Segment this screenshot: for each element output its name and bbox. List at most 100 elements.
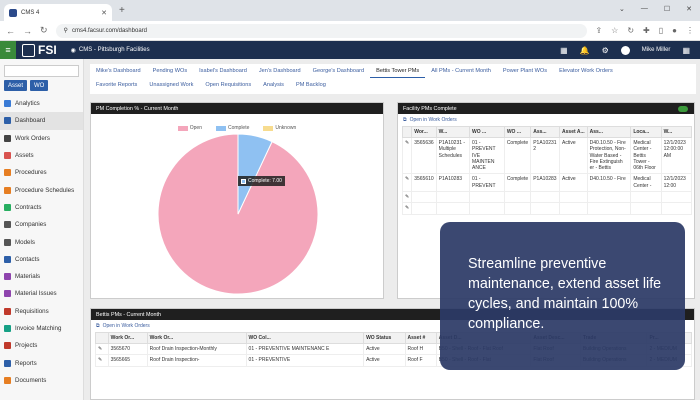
column-header[interactable]: Ass...: [586, 126, 632, 138]
sidebar-item-requisitions[interactable]: Requisitions: [0, 303, 83, 320]
reload-icon[interactable]: ↻: [40, 25, 48, 35]
tab-george-s-dashboard[interactable]: George's Dashboard: [312, 68, 365, 74]
table-row[interactable]: ✎: [401, 202, 693, 215]
tab-pm-backlog[interactable]: PM Backlog: [295, 82, 326, 88]
tab-unassigned-work[interactable]: Unassigned Work: [149, 82, 194, 88]
sidebar-item-material-issues[interactable]: Material Issues: [0, 285, 83, 302]
user-name[interactable]: Mike Miller: [641, 47, 671, 53]
location-selector[interactable]: ◉ CMS - Pittsburgh Facilities: [71, 47, 150, 54]
legend-swatch: [263, 125, 274, 131]
sidebar-item-invoice-matching[interactable]: Invoice Matching: [0, 320, 83, 337]
browser-tab[interactable]: CMS 4 ✕: [4, 4, 112, 21]
address-bar[interactable]: ⚲ cms4.facsur.com/dashboard: [55, 23, 588, 38]
tab-favorite-reports[interactable]: Favorite Reports: [96, 82, 138, 88]
column-header[interactable]: Wor...: [411, 126, 437, 138]
sidebar-item-projects[interactable]: Projects: [0, 337, 83, 354]
edit-pencil-icon[interactable]: ✎: [401, 191, 413, 204]
table-cell: [660, 202, 693, 215]
column-header[interactable]: W...: [660, 126, 693, 138]
column-header[interactable]: WO Status: [363, 332, 406, 344]
notifications-bell-icon[interactable]: 🔔: [579, 45, 590, 55]
column-header[interactable]: Asset A...: [559, 126, 588, 138]
settings-gear-icon[interactable]: ⚙: [601, 45, 609, 55]
assets-icon: [4, 152, 11, 160]
table-row[interactable]: ✎: [401, 191, 693, 204]
table-cell: Active: [363, 354, 406, 367]
tab-jen-s-dashboard[interactable]: Jen's Dashboard: [258, 68, 301, 74]
share-icon[interactable]: ⇪: [595, 26, 603, 35]
pie-slice-complete[interactable]: [237, 133, 273, 215]
tab-elevator-work-orders[interactable]: Elevator Work Orders: [559, 68, 613, 74]
avatar[interactable]: [620, 45, 630, 55]
edit-pencil-icon[interactable]: ✎: [95, 354, 109, 367]
refresh-icon[interactable]: ↻: [627, 26, 635, 35]
open-in-work-orders-link-2[interactable]: ⧉ Open in Work Orders: [91, 320, 694, 332]
profile-icon[interactable]: ●: [672, 26, 677, 35]
sidebar-item-documents[interactable]: Documents: [0, 372, 83, 389]
column-header[interactable]: Asset #: [404, 332, 437, 344]
table-row[interactable]: ✎ 3565610 P1A10283 01 - PREVENT Complete P1A1…: [401, 173, 693, 193]
tab-analysis[interactable]: Analysis: [263, 82, 284, 88]
open-in-work-orders-link[interactable]: ⧉ Open in Work Orders: [398, 114, 694, 126]
edit-pencil-icon[interactable]: ✎: [95, 342, 109, 356]
sidebar-item-contacts[interactable]: Contacts: [0, 251, 83, 268]
maximize-icon[interactable]: ☐: [663, 6, 671, 13]
edit-pencil-icon[interactable]: ✎: [401, 202, 413, 215]
sidebar-item-dashboard[interactable]: Dashboard: [0, 112, 83, 130]
apps-grid-icon-2[interactable]: ▦: [682, 45, 690, 55]
column-header[interactable]: Work Or...: [107, 332, 148, 344]
sidebar-item-procedure-schedules[interactable]: Procedure Schedules: [0, 181, 83, 198]
legend-item-open[interactable]: Open: [177, 125, 202, 131]
column-header[interactable]: W...: [435, 126, 470, 138]
column-header[interactable]: Ass...: [530, 126, 561, 138]
sidebar-item-label: Contacts: [15, 255, 40, 263]
sidebar-item-reports[interactable]: Reports: [0, 354, 83, 371]
analytics-icon: [4, 100, 11, 108]
table-row[interactable]: ✎ 3565636 P1A10231 - Multiple Schedules 01 …: [401, 136, 693, 175]
app-logo[interactable]: FSI: [16, 43, 63, 57]
tab-mike-s-dashboard[interactable]: Mike's Dashboard: [96, 68, 141, 74]
sidebar-item-procedures[interactable]: Procedures: [0, 164, 83, 181]
column-header[interactable]: WO Col...: [245, 332, 365, 344]
column-header[interactable]: WO ...: [503, 126, 532, 138]
chevron-down-icon[interactable]: ⌄: [618, 6, 625, 13]
legend-item-complete[interactable]: Complete: [215, 125, 249, 131]
hamburger-menu-icon[interactable]: ≡: [0, 41, 16, 59]
sidebar-search-input[interactable]: [4, 65, 79, 77]
sidebar-item-analytics[interactable]: Analytics: [0, 95, 83, 112]
close-tab-icon[interactable]: ✕: [101, 9, 107, 17]
sidebar-item-companies[interactable]: Companies: [0, 216, 83, 233]
edit-pencil-icon[interactable]: ✎: [401, 173, 413, 193]
forward-icon[interactable]: →: [23, 25, 32, 36]
new-tab-icon[interactable]: +: [119, 5, 125, 16]
extensions-icon[interactable]: ✚: [643, 26, 650, 35]
column-header[interactable]: Loca...: [630, 126, 662, 138]
edit-pencil-icon[interactable]: ✎: [401, 136, 413, 175]
tab-all-pms-current-month[interactable]: All PMs - Current Month: [431, 68, 491, 74]
back-icon[interactable]: ←: [6, 25, 15, 36]
wo-search-button[interactable]: WO: [30, 80, 49, 91]
close-window-icon[interactable]: ✕: [686, 6, 692, 13]
sidebar-item-assets[interactable]: Assets: [0, 147, 83, 164]
apps-grid-icon[interactable]: ▦: [560, 45, 568, 55]
tab-power-plant-wos[interactable]: Power Plant WOs: [502, 68, 548, 74]
sidebar-item-materials[interactable]: Materials: [0, 268, 83, 285]
asset-search-button[interactable]: Asset: [4, 80, 28, 91]
sidebar-item-contracts[interactable]: Contracts: [0, 199, 83, 216]
minimize-icon[interactable]: —: [640, 5, 648, 12]
tab-bettis-tower-pms[interactable]: Bettis Tower PMs: [370, 64, 426, 78]
column-header[interactable]: WO ...: [468, 126, 505, 138]
table-cell: 01 - PREVENT IVE MAINTEN ANCE: [468, 136, 505, 175]
legend-item-unknown[interactable]: Unknown: [263, 125, 296, 131]
site-info-icon[interactable]: ⚲: [63, 28, 68, 34]
table-cell: [559, 191, 588, 204]
sidebar-item-models[interactable]: Models: [0, 233, 83, 250]
tab-isabel-s-dashboard[interactable]: Isabel's Dashboard: [199, 68, 247, 74]
sidepanel-icon[interactable]: ▯: [658, 26, 664, 35]
menu-kebab-icon[interactable]: ⋮: [686, 26, 694, 35]
sidebar-item-work-orders[interactable]: Work Orders: [0, 130, 83, 147]
column-header[interactable]: Work Or...: [146, 332, 247, 344]
bookmark-star-icon[interactable]: ☆: [611, 26, 619, 35]
tab-pending-wos[interactable]: Pending WOs: [152, 68, 188, 74]
tab-open-requisitions[interactable]: Open Requisitions: [205, 82, 252, 88]
